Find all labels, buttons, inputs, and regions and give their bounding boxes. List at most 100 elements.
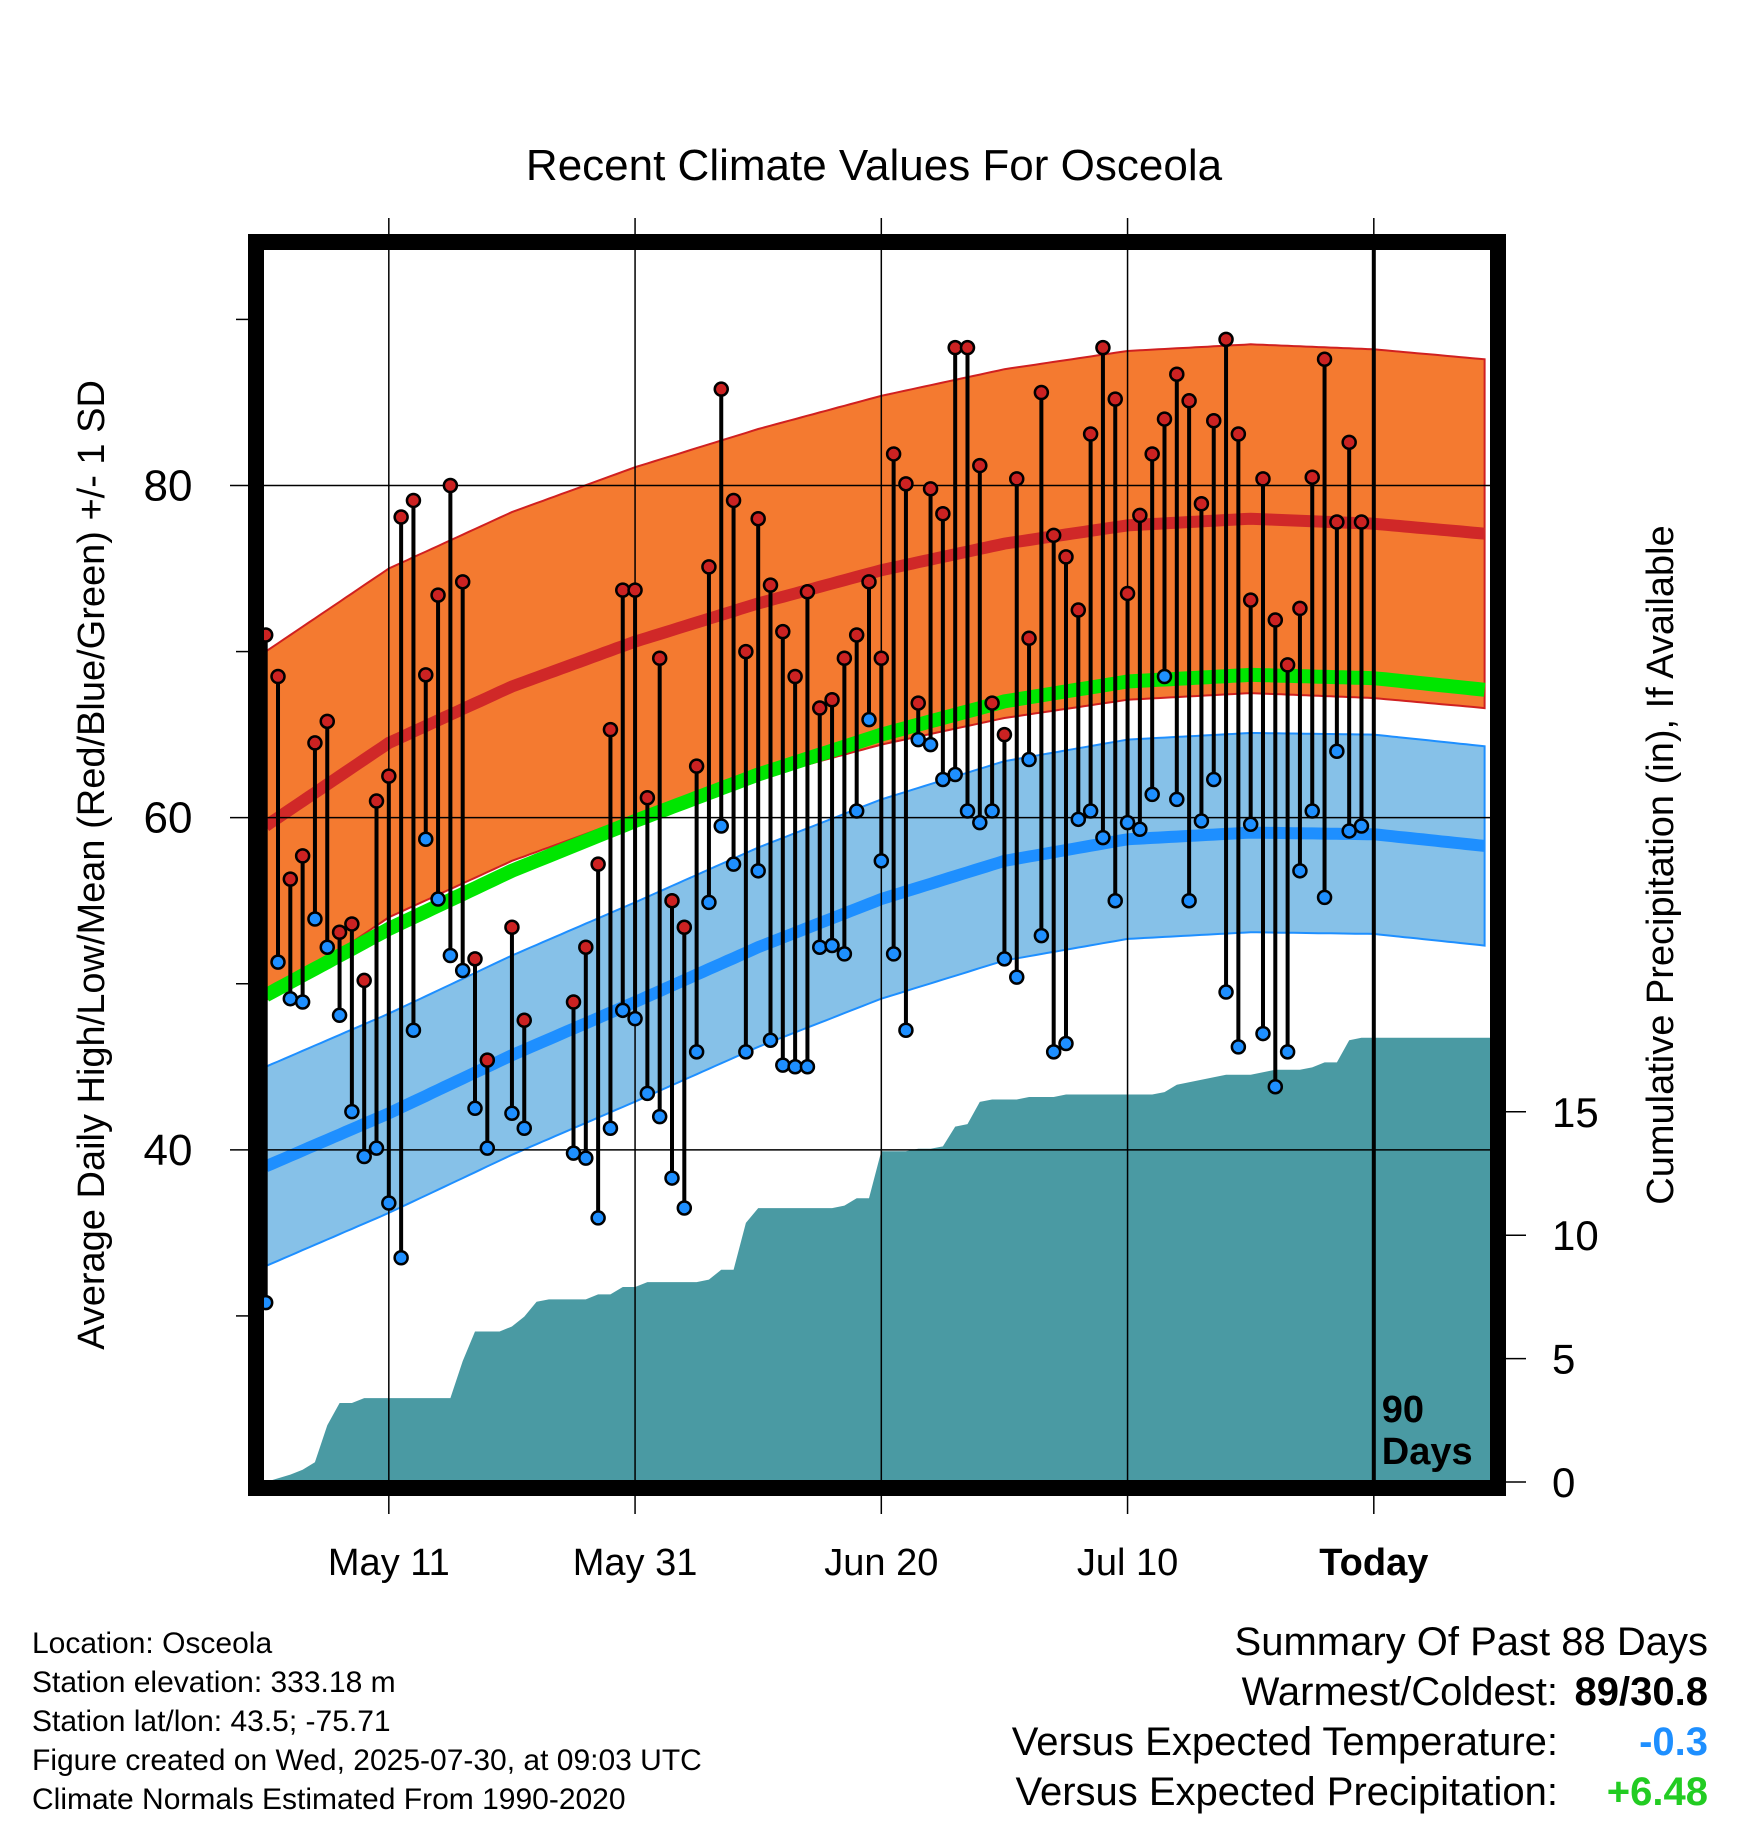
low-point bbox=[1082, 803, 1099, 819]
y-tick-label: 80 bbox=[144, 461, 193, 510]
low-point bbox=[1156, 668, 1173, 685]
summary-panel: Summary Of Past 88 Days Warmest/Coldest:… bbox=[1012, 1620, 1708, 1820]
high-point bbox=[861, 574, 877, 590]
created-text: Figure created on Wed, 2025-07-30, at 09… bbox=[32, 1744, 702, 1777]
low-point bbox=[479, 1140, 496, 1156]
low-point bbox=[344, 1103, 360, 1120]
high-point bbox=[1082, 426, 1099, 442]
warm-cold-value: 89/30.8 bbox=[1574, 1670, 1708, 1714]
y-axis-label: Average Daily High/Low/Mean (Red/Blue/Gr… bbox=[71, 380, 113, 1350]
low-point bbox=[405, 1022, 422, 1039]
high-point bbox=[565, 994, 582, 1010]
high-point bbox=[1119, 585, 1136, 602]
warm-cold-label: Warmest/Coldest: bbox=[1241, 1670, 1558, 1714]
low-point bbox=[262, 1294, 274, 1311]
low-point bbox=[651, 1108, 668, 1125]
low-point bbox=[664, 1170, 680, 1186]
high-point bbox=[725, 492, 742, 509]
high-point bbox=[262, 627, 274, 643]
high-point bbox=[1070, 602, 1087, 618]
low-point bbox=[1292, 863, 1308, 879]
high-point bbox=[848, 627, 865, 643]
low-point bbox=[516, 1120, 533, 1136]
high-point bbox=[454, 574, 471, 590]
x-tick-label: Jul 10 bbox=[1077, 1542, 1178, 1584]
low-point bbox=[824, 937, 840, 954]
low-point bbox=[454, 962, 471, 979]
y2-tick-label: 15 bbox=[1552, 1089, 1599, 1136]
low-point bbox=[578, 1150, 594, 1166]
low-point bbox=[762, 1032, 779, 1048]
high-point bbox=[590, 856, 606, 872]
high-point bbox=[996, 726, 1013, 743]
high-point bbox=[1341, 434, 1357, 451]
high-point bbox=[479, 1052, 496, 1068]
high-point bbox=[627, 582, 643, 598]
high-point bbox=[898, 476, 914, 492]
high-point bbox=[787, 668, 803, 685]
high-point bbox=[1021, 630, 1037, 647]
low-point bbox=[381, 1195, 397, 1211]
high-point bbox=[1193, 496, 1210, 512]
y2-axis-label: Cumulative Precipitation (in), If Availa… bbox=[1640, 525, 1682, 1204]
high-point bbox=[1242, 592, 1259, 608]
high-point bbox=[356, 972, 372, 989]
low-point bbox=[307, 911, 323, 927]
high-point bbox=[824, 691, 840, 708]
low-point bbox=[861, 711, 877, 728]
high-point bbox=[319, 713, 336, 730]
high-point bbox=[836, 650, 853, 666]
high-point bbox=[1033, 384, 1050, 401]
high-point bbox=[664, 892, 680, 909]
precip-value: +6.48 bbox=[1606, 1770, 1708, 1814]
low-point bbox=[676, 1200, 693, 1216]
high-point bbox=[430, 587, 446, 603]
low-point bbox=[282, 990, 299, 1007]
high-point bbox=[1353, 514, 1370, 530]
y-tick-label: 40 bbox=[144, 1126, 193, 1175]
plot-area bbox=[262, 248, 1492, 1482]
low-point bbox=[836, 946, 853, 962]
low-point bbox=[738, 1044, 754, 1060]
high-point bbox=[1304, 469, 1320, 485]
high-point bbox=[639, 789, 656, 806]
low-point bbox=[984, 803, 1000, 819]
high-point bbox=[1095, 339, 1111, 356]
high-point bbox=[1205, 412, 1222, 429]
summary-heading: Summary Of Past 88 Days bbox=[1234, 1620, 1708, 1664]
low-point bbox=[1045, 1044, 1062, 1060]
x-tick-label: May 11 bbox=[328, 1542, 450, 1584]
low-point bbox=[1033, 927, 1050, 944]
low-point bbox=[910, 731, 926, 748]
high-point bbox=[762, 577, 779, 593]
high-point bbox=[947, 339, 963, 356]
high-point bbox=[294, 848, 311, 864]
today-days-label: 90 bbox=[1382, 1389, 1424, 1431]
low-point bbox=[811, 939, 828, 955]
low-point bbox=[319, 939, 336, 955]
low-point bbox=[750, 863, 766, 879]
low-point bbox=[590, 1210, 606, 1226]
low-point bbox=[1329, 743, 1345, 759]
y2-tick-label: 10 bbox=[1552, 1212, 1599, 1259]
low-point bbox=[627, 1010, 643, 1027]
low-point bbox=[1107, 892, 1123, 909]
low-point bbox=[848, 803, 865, 819]
low-point bbox=[1193, 813, 1210, 829]
high-point bbox=[885, 446, 902, 462]
high-point bbox=[1267, 612, 1284, 628]
temp-value: -0.3 bbox=[1639, 1720, 1708, 1764]
low-point bbox=[602, 1120, 619, 1136]
low-point bbox=[467, 1100, 483, 1117]
low-point bbox=[294, 994, 311, 1010]
temp-label: Versus Expected Temperature: bbox=[1011, 1720, 1558, 1764]
normal-mean-line bbox=[262, 667, 1486, 1002]
high-point bbox=[1144, 446, 1160, 462]
low-point bbox=[775, 1057, 791, 1073]
low-point bbox=[270, 954, 286, 970]
high-point bbox=[799, 584, 816, 600]
high-point bbox=[1008, 471, 1025, 487]
elevation-text: Station elevation: 333.18 m bbox=[32, 1666, 396, 1699]
high-point bbox=[910, 695, 926, 711]
y-tick-label: 60 bbox=[144, 794, 193, 843]
